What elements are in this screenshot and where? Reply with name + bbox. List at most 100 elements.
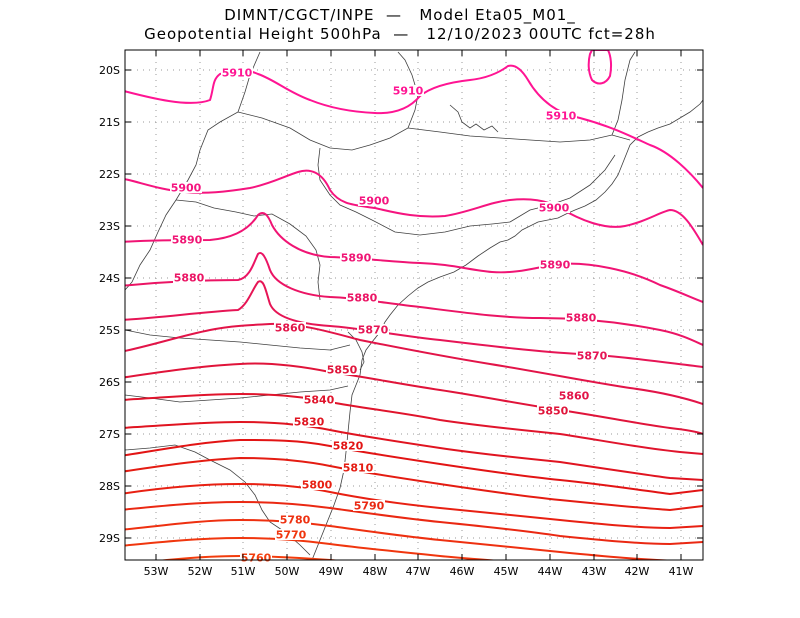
contour-label-bg xyxy=(170,182,202,193)
contour-label-5910: 5910 xyxy=(393,85,424,98)
lat-tick-label: 20S xyxy=(99,64,120,77)
lat-tick-label: 29S xyxy=(99,532,120,545)
contour-label-bg xyxy=(537,405,569,416)
plot-frame xyxy=(124,49,704,561)
contour-label-bg xyxy=(576,350,608,361)
contour-label-bg xyxy=(221,67,253,78)
contour-line-5790 xyxy=(125,500,703,546)
contour-label-5900: 5900 xyxy=(171,182,202,195)
lat-tick-label: 21S xyxy=(99,116,120,129)
lon-tick-label: 45W xyxy=(494,565,519,578)
contour-label-5910: 5910 xyxy=(222,67,253,80)
reservoir xyxy=(449,104,499,133)
lon-tick-label: 46W xyxy=(450,565,475,578)
contour-label-5860: 5860 xyxy=(275,322,306,335)
lon-tick-label: 53W xyxy=(144,565,169,578)
contour-label-bg xyxy=(357,324,389,335)
contour-label-bg xyxy=(240,552,272,563)
state-border-mg-rj xyxy=(407,127,631,143)
state-border-mid xyxy=(237,51,419,151)
contour-label-bg xyxy=(303,394,335,405)
contour-line-5880 xyxy=(125,252,703,346)
coastline xyxy=(311,99,703,560)
lon-tick-label: 50W xyxy=(275,565,300,578)
contour-label-bg xyxy=(392,85,424,96)
contour-line-5900 xyxy=(125,169,703,246)
lon-tick-label: 52W xyxy=(188,565,213,578)
contour-label-bg xyxy=(353,500,385,511)
contour-label-5880: 5880 xyxy=(566,312,597,325)
state-border-mg-sp xyxy=(509,154,616,223)
geopotential-contours xyxy=(125,50,703,560)
contour-label-5780: 5780 xyxy=(280,514,311,527)
contour-label-5810: 5810 xyxy=(343,462,374,475)
contour-label-5830: 5830 xyxy=(294,416,325,429)
lat-lon-grid xyxy=(125,50,703,560)
contour-label-5770: 5770 xyxy=(276,529,307,542)
contour-label-5870: 5870 xyxy=(577,350,608,363)
contour-line-5780 xyxy=(125,518,678,560)
contour-label-bg xyxy=(275,529,307,540)
lon-tick-label: 51W xyxy=(231,565,256,578)
contour-line-5830 xyxy=(125,420,703,481)
lon-tick-label: 41W xyxy=(669,565,694,578)
lat-tick-label: 26S xyxy=(99,376,120,389)
contour-line-5890 xyxy=(125,212,703,303)
contour-line-5800 xyxy=(125,482,703,530)
contour-line-5850 xyxy=(125,362,703,435)
contour-label-5850: 5850 xyxy=(327,364,358,377)
contour-label-bg xyxy=(171,234,203,245)
contour-line-5870 xyxy=(125,280,703,368)
lon-tick-label: 44W xyxy=(538,565,563,578)
contour-label-5900: 5900 xyxy=(359,195,390,208)
contour-label-5910: 5910 xyxy=(546,110,577,123)
lon-tick-label: 48W xyxy=(363,565,388,578)
lat-tick-label: 24S xyxy=(99,272,120,285)
contour-label-5900: 5900 xyxy=(539,202,570,215)
contour-line-5840 xyxy=(125,392,703,455)
contour-label-bg xyxy=(539,259,571,270)
lon-tick-label: 43W xyxy=(582,565,607,578)
lon-tick-label: 49W xyxy=(319,565,344,578)
contour-label-bg xyxy=(342,462,374,473)
contour-label-bg xyxy=(301,479,333,490)
lon-tick-label: 47W xyxy=(406,565,431,578)
contour-label-5890: 5890 xyxy=(341,252,372,265)
contour-label-5870: 5870 xyxy=(358,324,389,337)
contour-line-5820 xyxy=(125,438,703,496)
lon-tick-label: 42W xyxy=(625,565,650,578)
state-border-rj-es xyxy=(611,51,636,136)
contour-label-bg xyxy=(545,110,577,121)
contour-line-5910-closed xyxy=(587,50,613,85)
contour-label-bg xyxy=(565,312,597,323)
lat-tick-label: 27S xyxy=(99,428,120,441)
contour-label-bg xyxy=(558,390,590,401)
contour-label-bg xyxy=(332,440,364,451)
contour-label-5890: 5890 xyxy=(172,234,203,247)
state-border-west xyxy=(125,51,261,291)
contour-label-5880: 5880 xyxy=(174,272,205,285)
chart-title-line-2: Geopotential Height 500hPa — 12/10/2023 … xyxy=(144,25,656,43)
river-parana xyxy=(175,199,321,301)
contour-label-5760: 5760 xyxy=(241,552,272,565)
contour-labels: 5910 5910 5910 5900 5900 5900 5890 5890 5890 5880… xyxy=(170,67,608,565)
contour-line-5860 xyxy=(125,322,703,405)
contour-label-bg xyxy=(293,416,325,427)
contour-line-5810 xyxy=(125,456,703,512)
chart-title-line-1: DIMNT/CGCT/INPE — Model Eta05_M01_ xyxy=(224,6,576,24)
contour-line-5770 xyxy=(125,536,501,560)
contour-label-5800: 5800 xyxy=(302,479,333,492)
contour-label-5840: 5840 xyxy=(304,394,335,407)
state-border-pr-sc xyxy=(125,329,351,351)
contour-label-5880: 5880 xyxy=(347,292,378,305)
contour-label-5890: 5890 xyxy=(540,259,571,272)
contour-label-bg xyxy=(173,272,205,283)
contour-label-5820: 5820 xyxy=(333,440,364,453)
contour-label-bg xyxy=(326,364,358,375)
contour-label-5850: 5850 xyxy=(538,405,569,418)
contour-label-bg xyxy=(340,252,372,263)
contour-label-bg xyxy=(279,514,311,525)
contour-label-5790: 5790 xyxy=(354,500,385,513)
